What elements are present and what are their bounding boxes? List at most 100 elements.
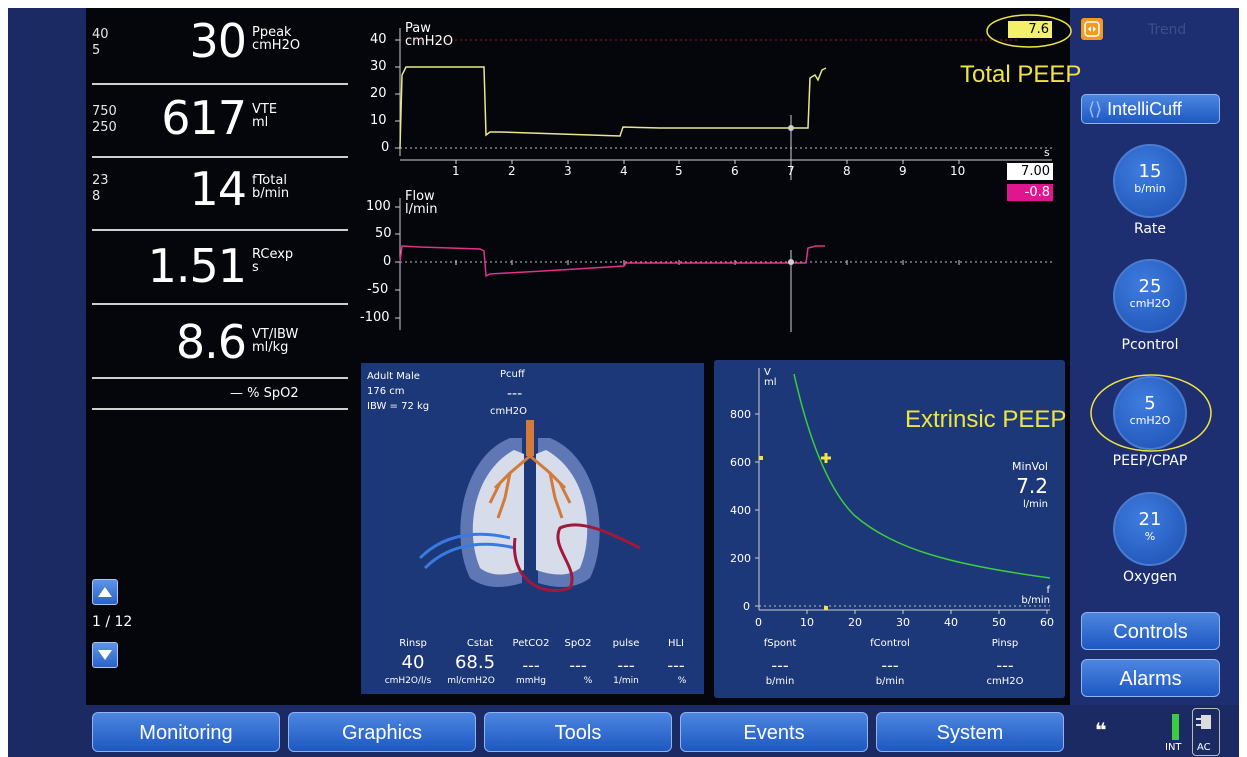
rate-unit: b/min [1134, 182, 1166, 195]
int-power-label: INT [1165, 742, 1182, 753]
ac-power-icon [1192, 708, 1220, 756]
peep-label: PEEP/CPAP [1112, 453, 1188, 469]
fcontrol-value: --- [881, 656, 899, 675]
page-indicator: 1 / 12 [92, 614, 133, 630]
page-up-button[interactable] [92, 579, 118, 605]
ac-power-label: AC [1197, 742, 1211, 753]
vte-name: VTE [252, 102, 278, 117]
peep-cpap-control[interactable]: 5 cmH2O [1113, 376, 1187, 450]
patient-type: Adult Male [367, 371, 420, 382]
flow-unit: l/min [405, 202, 438, 217]
ppeak-unit: cmH2O [252, 38, 301, 53]
pcuff-unit: cmH2O [490, 406, 527, 417]
x-tick: 3 [564, 164, 572, 178]
spo2-stat-unit: % [583, 676, 593, 686]
oxygen-unit: % [1144, 530, 1156, 543]
pcontrol-control[interactable]: 25 cmH2O [1113, 259, 1187, 333]
oxygen-control[interactable]: 21 % [1113, 492, 1187, 566]
vte-label: VTE ml [252, 103, 277, 129]
x-unit: s [1044, 146, 1050, 159]
paw-y-tick: 20 [370, 86, 387, 101]
vf-x-tick: 50 [992, 616, 1006, 629]
alarms-button[interactable]: Alarms [1081, 659, 1220, 697]
tab-system[interactable]: System [876, 712, 1064, 752]
intellicuff-button[interactable]: ⟨⟩ IntelliCuff [1081, 94, 1220, 124]
petco2-unit: mmHg [515, 676, 546, 686]
minvol-value: 7.2 [1016, 474, 1048, 498]
ftotal-limits: 23 8 [92, 173, 109, 205]
vte-low-limit: 250 [92, 120, 117, 135]
ftotal-name: fTotal [252, 173, 287, 188]
vf-y-tick: 600 [730, 456, 751, 469]
tab-graphics[interactable]: Graphics [288, 712, 476, 752]
vte-value: 617 [161, 91, 247, 145]
vf-x-axis-label: f b/min [1014, 586, 1050, 606]
fspont-unit: b/min [765, 676, 795, 687]
paw-label: Paw cmH2O [405, 22, 453, 48]
battery-icon [1172, 714, 1179, 740]
ftotal-low-limit: 8 [92, 189, 101, 204]
trend-toggle-button[interactable] [1081, 18, 1103, 40]
rcexp-unit: s [252, 260, 259, 275]
lung-illustration [418, 420, 641, 593]
oxygen-label: Oxygen [1123, 569, 1177, 585]
pinsp-value: --- [996, 656, 1014, 675]
vte-unit: ml [252, 115, 269, 130]
divider [92, 83, 348, 85]
page-down-button[interactable] [92, 642, 118, 668]
controls-button[interactable]: Controls [1081, 612, 1220, 650]
rcexp-label: RCexp s [252, 248, 293, 274]
vt-ibw-unit: ml/kg [252, 340, 289, 355]
pcuff-label: Pcuff [500, 369, 525, 380]
flow-y-tick: -100 [360, 310, 390, 325]
x-tick: 7 [787, 164, 795, 178]
paw-unit: cmH2O [405, 34, 454, 49]
cstat-unit: ml/cmH2O [447, 676, 495, 686]
vf-x-label: f [1046, 585, 1050, 596]
vt-ibw-name: VT/IBW [252, 327, 299, 342]
patient-info: Adult Male 176 cm IBW = 72 kg [367, 369, 429, 414]
hli-label: HLI [667, 638, 685, 649]
cursor-time-readout: 7.00 [1007, 163, 1053, 180]
vf-loop-panel [714, 360, 1065, 698]
tab-events[interactable]: Events [680, 712, 868, 752]
cstat-value: 68.5 [454, 652, 496, 673]
vf-y-axis-label: V ml [764, 368, 777, 388]
x-tick: 8 [843, 164, 851, 178]
tab-monitoring[interactable]: Monitoring [92, 712, 280, 752]
fspont-value: --- [771, 656, 789, 675]
paw-y-tick: 10 [370, 113, 387, 128]
intellicuff-icon: ⟨⟩ [1088, 99, 1103, 119]
vf-y-unit: ml [764, 377, 777, 388]
intellicuff-label: IntelliCuff [1107, 99, 1182, 119]
tab-tools[interactable]: Tools [484, 712, 672, 752]
spo2-stat-label: SpO2 [564, 638, 592, 649]
ppeak-name: Ppeak [252, 25, 292, 40]
x-tick: 1 [452, 164, 460, 178]
ppeak-value: 30 [189, 14, 247, 68]
flow-name: Flow [405, 189, 435, 204]
minvol-unit: l/min [1022, 499, 1048, 510]
vf-curve-chart [755, 368, 1051, 614]
x-tick: 9 [899, 164, 907, 178]
lung-protect-icon: ❝ [1095, 718, 1107, 742]
flow-waveform [395, 198, 1052, 332]
rate-control[interactable]: 15 b/min [1113, 144, 1187, 218]
pcontrol-unit: cmH2O [1129, 297, 1171, 310]
total-peep-annotation: Total PEEP [960, 61, 1082, 88]
oxygen-value: 21 [1138, 509, 1162, 530]
rinsp-value: 40 [401, 652, 425, 673]
pulse-label: pulse [612, 638, 640, 649]
peep-value: 5 [1144, 393, 1156, 414]
divider [92, 408, 348, 410]
extrinsic-peep-annotation: Extrinsic PEEP [905, 406, 1067, 433]
flow-y-tick: 50 [375, 226, 392, 241]
pcontrol-value: 25 [1138, 276, 1162, 297]
petco2-label: PetCO2 [512, 638, 550, 649]
flow-y-tick: -50 [367, 282, 389, 297]
ppeak-low-limit: 5 [92, 43, 101, 58]
trend-label[interactable]: Trend [1148, 22, 1187, 38]
x-tick: 6 [731, 164, 739, 178]
ppeak-high-limit: 40 [92, 27, 109, 42]
pcontrol-label: Pcontrol [1121, 337, 1179, 353]
